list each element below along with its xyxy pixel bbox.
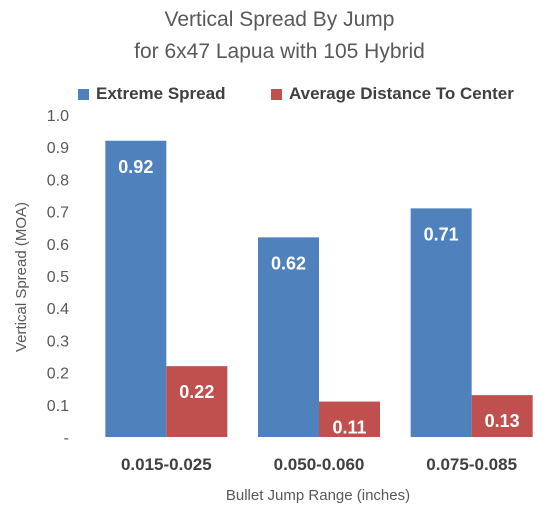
y-tick-label-10: 1.0 — [47, 108, 69, 125]
bar-average-distance-0 — [166, 366, 228, 437]
chart-subtitle: for 6x47 Lapua with 105 Hybrid — [134, 40, 425, 63]
y-tick-label-5: 0.5 — [47, 269, 69, 286]
x-category-label-1: 0.050-0.060 — [274, 455, 365, 474]
plot-area: - 0.1 0.2 0.3 0.4 0.5 0.6 0.7 0.8 0.9 1.0 0.92 0.22 0… — [47, 108, 533, 474]
bar-extreme-spread-1 — [258, 237, 319, 437]
y-tick-label-2: 0.2 — [47, 366, 69, 383]
y-tick-label-7: 0.7 — [47, 205, 69, 222]
data-label-extreme-spread-2: 0.71 — [424, 224, 459, 244]
bar-extreme-spread-2 — [410, 208, 472, 437]
bar-average-distance-1 — [319, 401, 380, 437]
y-axis-title: Vertical Spread (MOA) — [13, 202, 30, 352]
y-tick-label-8: 0.8 — [47, 172, 69, 189]
legend-label-extreme-spread: Extreme Spread — [96, 84, 226, 103]
data-label-extreme-spread-0: 0.92 — [118, 157, 153, 177]
x-axis-title: Bullet Jump Range (inches) — [226, 487, 410, 504]
legend: Extreme Spread Average Distance To Cente… — [0, 84, 559, 106]
y-tick-label-3: 0.3 — [47, 333, 69, 350]
y-tick-label-1: 0.1 — [47, 398, 69, 415]
legend-swatch-average-distance — [271, 88, 282, 100]
y-tick-label-9: 0.9 — [47, 140, 69, 157]
x-category-label-2: 0.075-0.085 — [426, 455, 517, 474]
y-tick-label-0: - — [64, 430, 69, 447]
data-label-average-distance-1: 0.11 — [332, 418, 366, 438]
data-label-average-distance-2: 0.13 — [485, 411, 520, 431]
y-tick-label-6: 0.6 — [47, 237, 69, 254]
data-label-extreme-spread-1: 0.62 — [271, 253, 306, 273]
legend-swatch-extreme-spread — [78, 88, 89, 100]
legend-label-average-distance: Average Distance To Center — [289, 84, 514, 103]
chart-title: Vertical Spread By Jump — [164, 8, 395, 31]
data-label-average-distance-0: 0.22 — [179, 382, 214, 402]
y-tick-label-4: 0.4 — [47, 301, 69, 318]
legend-item-average-distance: Average Distance To Center — [271, 84, 514, 104]
bar-average-distance-2 — [471, 395, 533, 437]
legend-item-extreme-spread: Extreme Spread — [78, 84, 225, 104]
x-category-label-0: 0.015-0.025 — [121, 455, 212, 474]
bar-extreme-spread-0 — [105, 140, 167, 437]
